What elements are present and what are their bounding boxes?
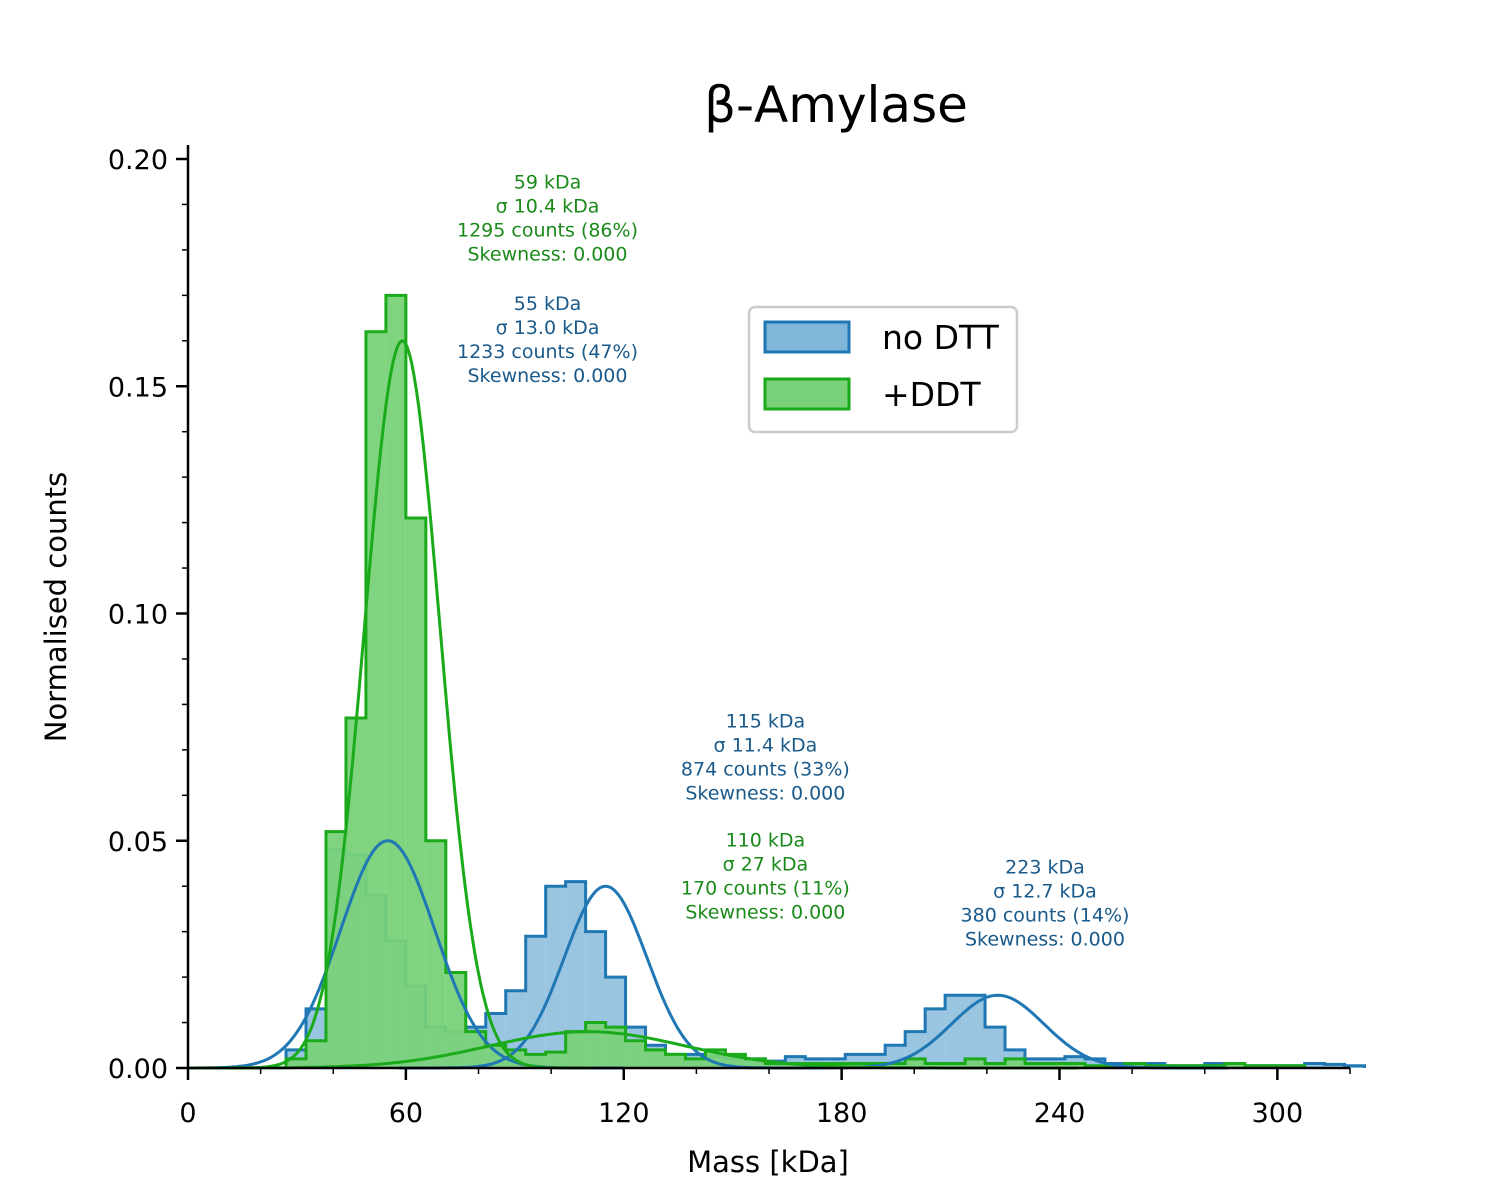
y-tick-label: 0.10 [108, 600, 168, 631]
x-tick-label: 180 [816, 1098, 868, 1129]
histogram-bar-ddt [1064, 1063, 1085, 1068]
x-tick-label: 0 [179, 1098, 196, 1129]
y-tick-label: 0.05 [108, 827, 168, 858]
peak-annotation-ddt: 59 kDa σ 10.4 kDa 1295 counts (86%) Skewnes… [457, 172, 638, 266]
histogram-bar-ddt [365, 331, 386, 1069]
legend-label-ddt: +DDT [882, 375, 981, 414]
histogram-bar-ddt [306, 1040, 326, 1068]
histogram-bar-nodtt [525, 936, 546, 1068]
histogram-bar-ddt [985, 1063, 1006, 1068]
histogram-bar-ddt [585, 1022, 606, 1068]
histogram-bar-ddt [765, 1063, 786, 1068]
y-tick-label: 0.15 [108, 372, 168, 403]
histogram-bar-ddt [885, 1063, 906, 1068]
histogram-bar-ddt [685, 1058, 706, 1068]
histogram-bar-nodtt [1084, 1058, 1105, 1068]
legend-label-nodtt: no DTT [882, 318, 1000, 357]
legend-swatch-nodtt [763, 320, 851, 354]
histogram-bar-ddt [286, 1058, 307, 1068]
histogram-bar-ddt [485, 1045, 506, 1068]
y-tick-label: 0.00 [108, 1054, 168, 1085]
histogram-bar-ddt [925, 1063, 946, 1068]
x-tick-label: 60 [389, 1098, 423, 1129]
histogram-bar-ddt [965, 1058, 986, 1068]
histogram-bar-nodtt [1304, 1063, 1325, 1068]
histogram-bar-ddt [405, 518, 426, 1068]
histogram-bar-ddt [605, 1027, 626, 1068]
histogram-bar-ddt [325, 831, 346, 1068]
histogram-bar-ddt [905, 1058, 926, 1068]
histogram-bar-ddt [625, 1040, 646, 1068]
histogram-bar-ddt [1005, 1058, 1026, 1068]
histogram-bar-ddt [545, 1052, 566, 1068]
series-ddt-bars [284, 293, 1307, 1069]
histogram-bar-nodtt [965, 995, 986, 1068]
histogram-bar-ddt [645, 1049, 666, 1068]
x-tick-label: 240 [1034, 1098, 1086, 1129]
histogram-bar-ddt [945, 1063, 966, 1068]
peak-annotation-ddt: 110 kDa σ 27 kDa 170 counts (11%) Skewness:… [681, 830, 850, 924]
x-tick-label: 300 [1252, 1098, 1304, 1129]
histogram-bar-ddt [1224, 1063, 1245, 1068]
histogram-bar-ddt [385, 295, 406, 1069]
histogram-bar-ddt [425, 840, 446, 1068]
chart-title: β-Amylase [704, 76, 968, 134]
peak-annotation-nodtt: 223 kDa σ 12.7 kDa 380 counts (14%) Skewnes… [961, 856, 1130, 950]
histogram-bar-nodtt [565, 881, 586, 1068]
histogram-bar-ddt [785, 1063, 806, 1068]
x-tick-label: 120 [598, 1098, 650, 1129]
histogram-bar-ddt [1044, 1063, 1065, 1068]
histogram-bar-ddt [565, 1031, 586, 1068]
histogram-bar-ddt [665, 1054, 686, 1068]
histogram-bar-ddt [1025, 1063, 1045, 1068]
y-axis-title: Normalised counts [39, 472, 73, 743]
histogram-bar-ddt [345, 718, 366, 1068]
histogram-bar-nodtt [945, 995, 966, 1068]
peak-annotation-nodtt: 55 kDa σ 13.0 kDa 1233 counts (47%) Skewnes… [457, 293, 638, 387]
peak-annotations: 59 kDa σ 10.4 kDa 1295 counts (86%) Skewnes… [457, 172, 1129, 951]
histogram-bar-nodtt [985, 1027, 1006, 1068]
legend: no DTT +DDT [747, 305, 1019, 434]
peak-annotation-nodtt: 115 kDa σ 11.4 kDa 874 counts (33%) Skewnes… [681, 711, 850, 805]
legend-swatch-ddt [763, 377, 851, 411]
histogram-bar-nodtt [1324, 1064, 1345, 1068]
x-axis-title: Mass [kDa] [687, 1145, 849, 1179]
axes: 0.00 0.05 0.10 0.15 0.20 0 60 120 180 240 300 [108, 145, 1351, 1129]
y-tick-label: 0.20 [108, 145, 168, 176]
histogram-bar-ddt [745, 1058, 766, 1068]
fit-curve-ddt [213, 339, 592, 1070]
